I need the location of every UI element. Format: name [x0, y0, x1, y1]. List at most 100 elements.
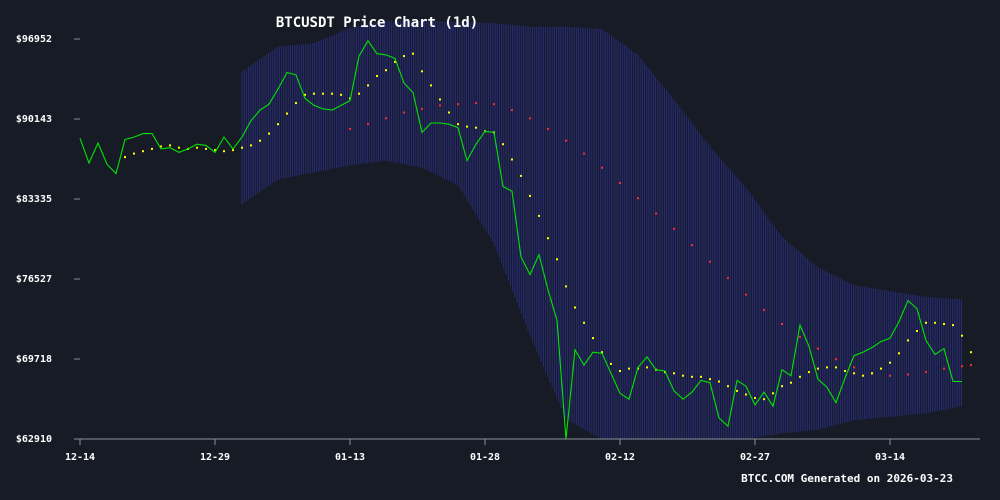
chart-title: BTCUSDT Price Chart (1d) [276, 15, 478, 31]
y-tick-label: $62910 [16, 434, 52, 445]
ma-long-dot [421, 107, 423, 110]
ma-short-dot [853, 372, 855, 375]
ma-long-dot [925, 371, 927, 374]
ma-long-dot [475, 102, 477, 105]
ma-long-dot [511, 109, 513, 112]
y-tick-label: $83335 [16, 194, 52, 205]
ma-long-dot [637, 197, 639, 200]
ma-short-dot [259, 139, 261, 142]
ma-short-dot [151, 147, 153, 150]
bollinger-band [241, 20, 962, 439]
ma-short-dot [790, 381, 792, 384]
ma-short-dot [862, 374, 864, 377]
ma-long-dot [565, 139, 567, 142]
ma-long-dot [403, 111, 405, 114]
ma-long-dot [970, 364, 972, 367]
ma-short-dot [277, 123, 279, 126]
price-series [79, 39, 962, 440]
ma-short-dot [583, 321, 585, 324]
ma-short-dot [241, 146, 243, 149]
ma-long-dot [385, 117, 387, 120]
ma-long-dot [691, 244, 693, 247]
ma-short-dot [385, 69, 387, 72]
x-tick-label: 03-14 [875, 452, 905, 463]
x-tick-label: 02-12 [605, 452, 635, 463]
y-tick-label: $69718 [16, 354, 52, 365]
ma-short-dot [709, 378, 711, 381]
ma-short-dot [367, 84, 369, 87]
ma-short-dot [331, 92, 333, 95]
ma-short-dot [196, 146, 198, 149]
ma-short-dot [511, 158, 513, 161]
x-tick-label: 12-14 [65, 452, 95, 463]
ma-short-dot [880, 367, 882, 370]
ma-long-dot [601, 166, 603, 169]
ma-short-dot [223, 150, 225, 153]
ma-short-dot [961, 334, 963, 337]
ma-short-dot [925, 321, 927, 324]
y-tick-label: $90143 [16, 114, 52, 125]
x-tick-label: 12-29 [200, 452, 230, 463]
ma-short-dot [835, 366, 837, 369]
ma-short-dot [871, 372, 873, 375]
ma-short-dot [205, 147, 207, 150]
ma-short-dot [403, 55, 405, 58]
ma-short-dot [286, 112, 288, 115]
ma-long-dot [745, 293, 747, 296]
price-line [79, 39, 962, 440]
chart-footer: BTCC.COM Generated on 2026-03-23 [741, 472, 953, 485]
ma-long-dot [583, 152, 585, 155]
ma-short-dot [457, 123, 459, 126]
ma-short-series [124, 52, 972, 401]
ma-short-dot [952, 324, 954, 327]
ma-short-dot [304, 93, 306, 96]
ma-short-dot [538, 214, 540, 217]
ma-short-dot [520, 174, 522, 177]
ma-short-dot [430, 84, 432, 87]
ma-short-dot [466, 125, 468, 128]
x-tick-label: 01-13 [335, 452, 365, 463]
ma-short-dot [934, 321, 936, 324]
ma-short-dot [736, 389, 738, 392]
ma-short-dot [592, 337, 594, 340]
ma-short-dot [889, 361, 891, 364]
ma-short-dot [169, 144, 171, 147]
ma-short-dot [916, 330, 918, 332]
ma-short-dot [745, 393, 747, 396]
ma-long-dot [943, 367, 945, 370]
ma-short-dot [682, 374, 684, 377]
ma-short-dot [547, 237, 549, 240]
axes: $62910 $69718 $76527 $83335 $90143 $96952 12-1… [16, 34, 980, 463]
ma-long-dot [367, 123, 369, 126]
ma-short-dot [439, 98, 441, 101]
ma-short-dot [421, 70, 423, 73]
ma-long-dot [961, 365, 963, 368]
ma-long-dot [349, 127, 351, 130]
ma-short-dot [529, 194, 531, 197]
ma-short-dot [943, 323, 945, 325]
ma-short-dot [646, 366, 648, 369]
ma-short-dot [781, 385, 783, 388]
ma-long-series [349, 102, 972, 377]
ma-short-dot [673, 372, 675, 375]
ma-short-dot [358, 92, 360, 95]
ma-long-dot [727, 277, 729, 280]
ma-short-dot [268, 132, 270, 135]
ma-long-dot [781, 323, 783, 325]
ma-short-dot [565, 285, 567, 288]
ma-short-dot [412, 52, 414, 55]
ma-long-dot [547, 127, 549, 130]
ma-short-dot [907, 339, 909, 342]
ma-short-dot [898, 352, 900, 355]
ma-short-dot [376, 75, 378, 77]
ma-long-dot [457, 103, 459, 106]
ma-short-dot [763, 398, 765, 401]
ma-short-dot [448, 111, 450, 114]
ma-long-dot [817, 347, 819, 350]
ma-short-dot [727, 385, 729, 388]
ma-short-dot [970, 351, 972, 354]
ma-short-dot [133, 152, 135, 155]
ma-short-dot [610, 362, 612, 365]
ma-long-dot [673, 227, 675, 230]
